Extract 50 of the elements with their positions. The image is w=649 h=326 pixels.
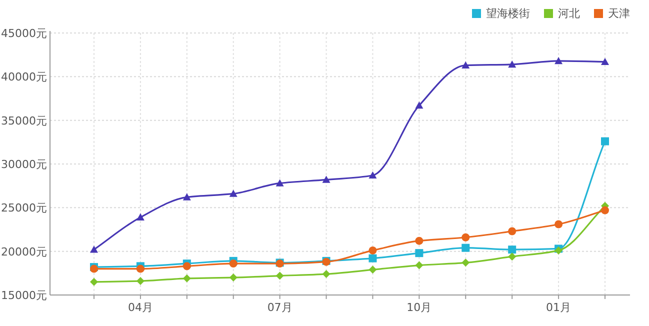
point: [601, 58, 609, 66]
y-tick-label: 20000元: [1, 245, 47, 258]
point: [322, 270, 330, 278]
point: [182, 262, 191, 270]
point: [508, 252, 516, 261]
point: [368, 266, 377, 274]
y-tick-label: 40000元: [1, 70, 47, 84]
point: [276, 272, 284, 280]
point: [508, 246, 516, 254]
point: [554, 220, 563, 228]
y-tick-label: 35000元: [1, 114, 47, 128]
x-tick-label: 10月: [406, 301, 432, 314]
point: [415, 261, 424, 270]
point: [136, 264, 144, 273]
point: [276, 179, 284, 186]
point: [462, 61, 470, 69]
point: [322, 176, 330, 183]
point: [368, 254, 377, 262]
y-tick-label: 25000元: [1, 202, 47, 215]
point: [462, 244, 470, 252]
legend-label: 河北: [558, 7, 580, 20]
y-tick-label: 45000元: [1, 27, 47, 40]
point: [229, 190, 238, 197]
legend-label: 望海楼街: [486, 7, 530, 20]
legend-label: 天津: [608, 7, 630, 20]
point: [415, 236, 424, 245]
point: [368, 171, 377, 179]
point: [136, 213, 144, 220]
y-tick-label: 30000元: [1, 158, 47, 171]
x-tick-label: 01月: [546, 301, 572, 314]
point: [462, 233, 470, 242]
point: [415, 249, 424, 258]
point: [601, 206, 609, 214]
point: [601, 137, 609, 146]
point: [136, 277, 144, 286]
point: [90, 246, 98, 253]
point: [508, 60, 516, 68]
point: [415, 101, 424, 109]
point: [90, 278, 98, 286]
x-tick-label: 04月: [128, 301, 153, 314]
point: [554, 56, 563, 64]
point: [229, 274, 238, 282]
point: [229, 260, 238, 268]
x-tick-label: 07月: [267, 301, 292, 314]
point: [368, 246, 377, 254]
y-tick-label: 15000元: [1, 289, 47, 302]
point: [462, 258, 470, 267]
point: [182, 274, 191, 282]
point: [508, 227, 516, 236]
point: [182, 193, 191, 200]
